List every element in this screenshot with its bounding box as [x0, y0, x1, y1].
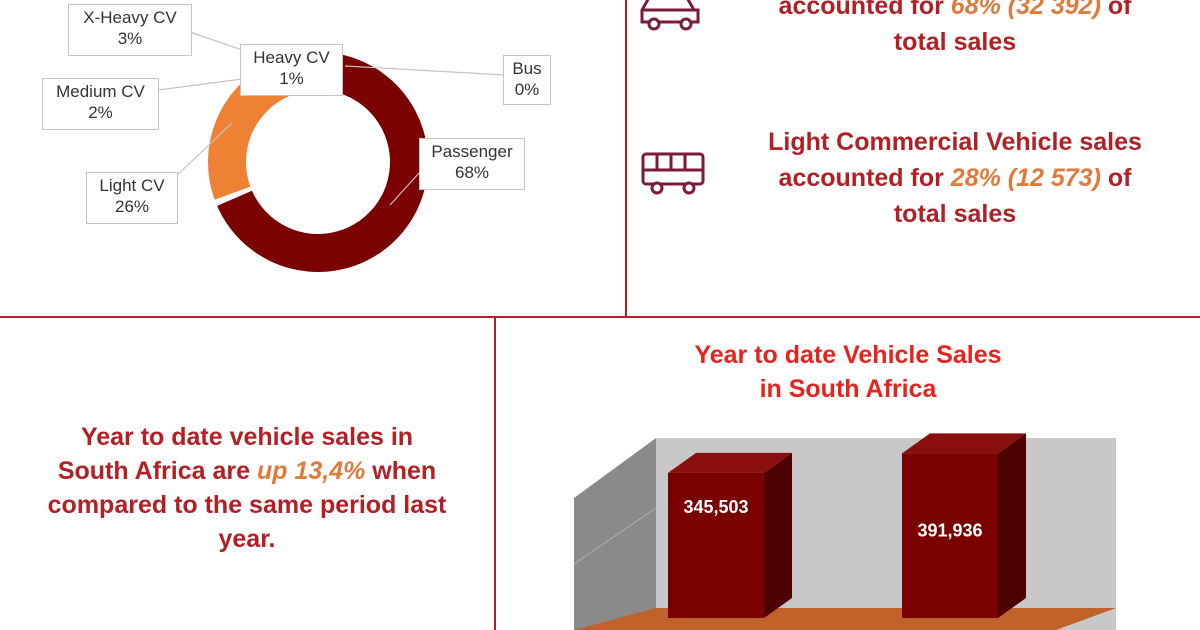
bar-value-label-0: 345,503 [683, 497, 748, 517]
chart-left-wall [574, 438, 656, 630]
ytd-growth-text: Year to date vehicle sales in South Afri… [47, 423, 447, 553]
bar-top-0 [668, 452, 792, 473]
bus-icon [641, 152, 705, 195]
leader-medium [157, 77, 251, 91]
callout-light: Light CV 26% [86, 172, 178, 224]
callout-heavy: Heavy CV 1% [240, 44, 343, 96]
leader-bus [344, 65, 506, 76]
bar-value-label-1: 391,936 [917, 520, 982, 540]
leader-light [171, 122, 233, 181]
chart-floor [574, 608, 1116, 630]
passenger-stat-text: accounted for 68% (32 392) of total sale… [778, 0, 1132, 56]
bar-chart-title: Year to date Vehicle Sales in South Afri… [694, 341, 1002, 403]
bar-side-1 [998, 433, 1026, 618]
bar-top-1 [902, 433, 1026, 454]
car-icon [640, 0, 700, 31]
callout-x-heavy: X-Heavy CV 3% [68, 4, 192, 56]
vertical-divider-top [625, 0, 627, 318]
leader-passenger [389, 171, 421, 206]
vertical-divider-bottom [494, 318, 496, 630]
lcv-stat-text: Light Commercial Vehicle sales accounted… [768, 128, 1142, 228]
bar-chart: 345,503 391,936 [573, 433, 1116, 630]
donut-slice-passenger [217, 52, 428, 272]
callout-bus: Bus 0% [503, 55, 551, 105]
horizontal-divider [0, 316, 1200, 318]
bar-0 [668, 472, 764, 618]
donut-chart-panel: X-Heavy CV 3% Heavy CV 1% Bus 0% Medium CV 2… [0, 0, 625, 316]
bar-1 [902, 453, 998, 618]
bar-side-0 [764, 452, 792, 618]
callout-medium: Medium CV 2% [42, 78, 159, 130]
callout-passenger: Passenger 68% [419, 138, 525, 190]
